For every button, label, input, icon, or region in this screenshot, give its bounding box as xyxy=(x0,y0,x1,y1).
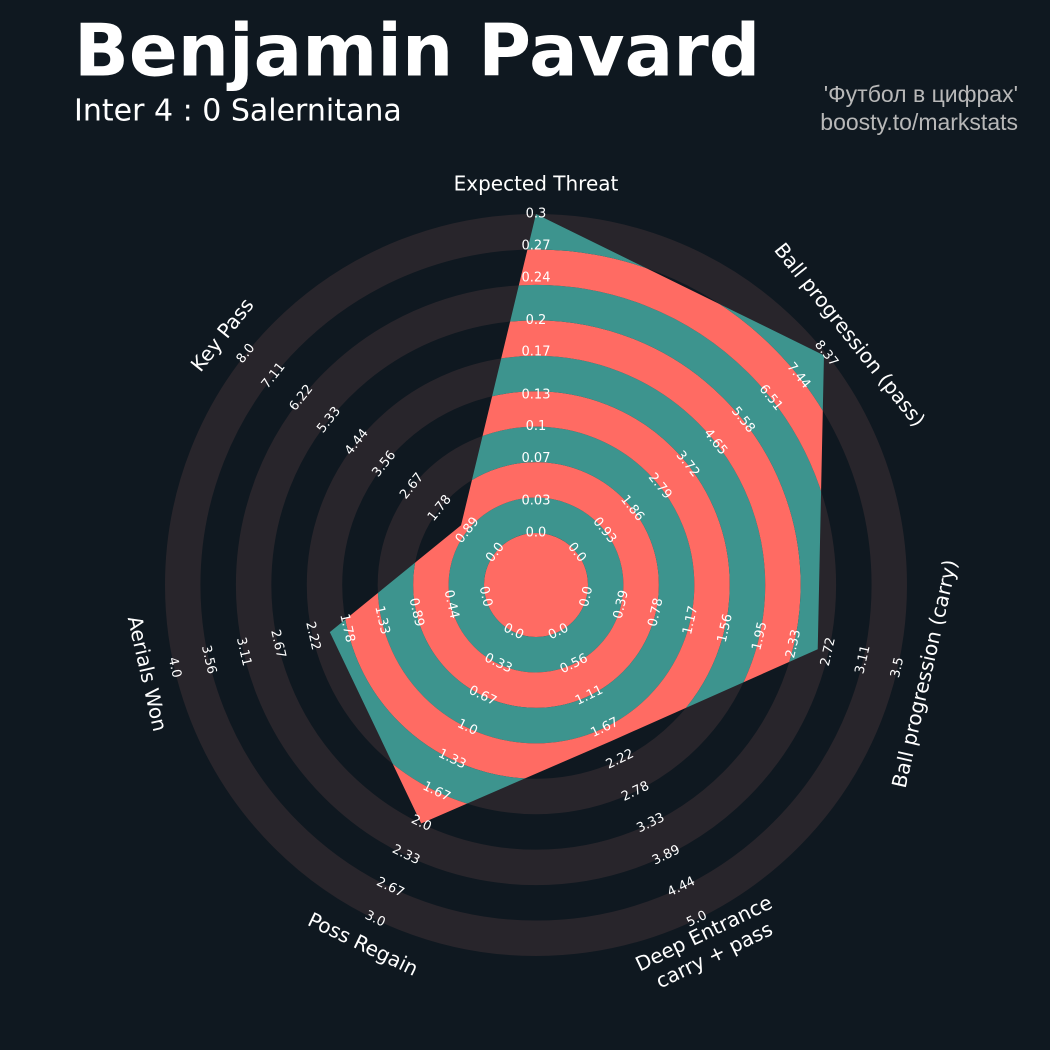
ring xyxy=(448,497,624,673)
tick-label: 0.03 xyxy=(522,494,551,509)
tick-label: 3.11 xyxy=(853,644,874,676)
credit: 'Футбол в цифрах' xyxy=(824,81,1018,107)
tick-label: 0.39 xyxy=(611,589,632,621)
tick-label: 0.17 xyxy=(522,345,551,360)
tick-label: 0.78 xyxy=(645,597,666,629)
tick-label: 0.0 xyxy=(577,585,596,609)
tick-label: 0.24 xyxy=(522,270,551,285)
tick-label: 0.3 xyxy=(526,207,547,222)
tick-label: 2.72 xyxy=(818,636,839,668)
tick-label: 0.44 xyxy=(441,589,462,621)
tick-label: 0.27 xyxy=(522,238,551,253)
ring xyxy=(413,462,659,708)
tick-label: 0.13 xyxy=(522,387,551,402)
tick-label: 2.67 xyxy=(267,628,288,660)
axis-label: Expected Threat xyxy=(454,172,619,196)
chart-title: Benjamin Pavard xyxy=(74,9,760,93)
ring xyxy=(484,533,588,637)
tick-label: 4.0 xyxy=(165,656,184,680)
chart-subtitle: Inter 4 : 0 Salernitana xyxy=(74,94,402,129)
credit: boosty.to/markstats xyxy=(820,109,1018,135)
tick-label: 2.33 xyxy=(783,628,804,660)
tick-label: 3.5 xyxy=(888,656,907,680)
tick-label: 0.0 xyxy=(476,585,495,609)
ring xyxy=(329,320,801,824)
tick-label: 0.1 xyxy=(526,419,547,434)
tick-label: 1.17 xyxy=(680,605,701,637)
tick-label: 1.56 xyxy=(715,612,736,644)
tick-label: 0.89 xyxy=(406,597,427,629)
tick-label: 1.95 xyxy=(749,620,770,652)
tick-label: 2.22 xyxy=(302,620,323,652)
tick-label: 1.78 xyxy=(336,612,357,644)
ring xyxy=(377,426,695,744)
tick-label: 0.2 xyxy=(526,313,547,328)
tick-label: 3.11 xyxy=(233,636,254,668)
ring xyxy=(329,214,824,824)
tick-label: 0.0 xyxy=(526,526,547,541)
ring xyxy=(329,284,824,824)
ring xyxy=(329,249,824,824)
tick-label: 1.33 xyxy=(371,604,392,636)
tick-label: 0.07 xyxy=(522,451,551,466)
tick-label: 3.56 xyxy=(198,644,219,676)
